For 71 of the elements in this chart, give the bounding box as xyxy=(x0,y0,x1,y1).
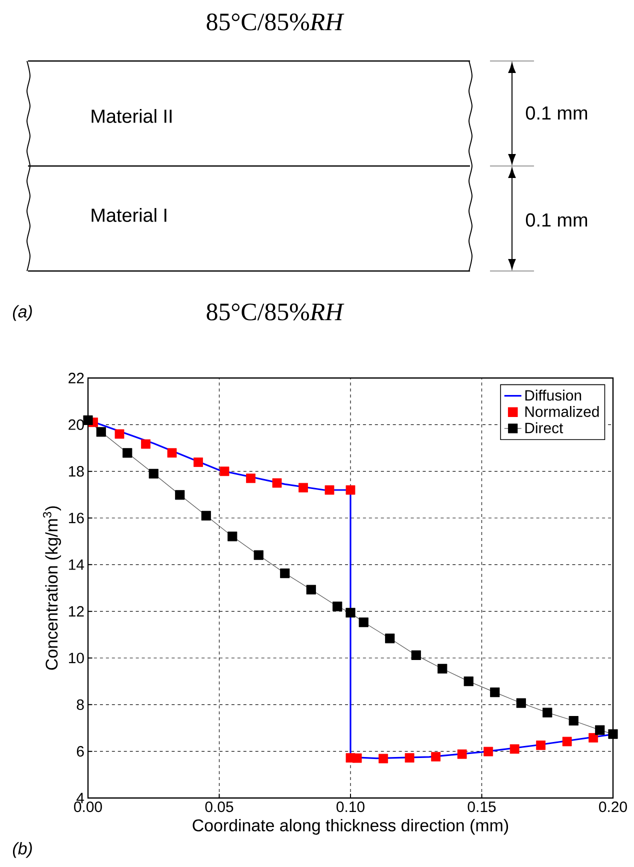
point xyxy=(536,740,546,750)
x-tick-label: 0.10 xyxy=(336,802,364,812)
text: Material II xyxy=(92,109,172,123)
point xyxy=(324,485,334,495)
text: 0.1 mm xyxy=(526,106,588,120)
text: Material I xyxy=(92,208,166,222)
point xyxy=(490,687,500,698)
point xyxy=(484,746,494,756)
point xyxy=(332,602,342,612)
y-tick-label: 8 xyxy=(76,699,84,710)
point xyxy=(194,458,203,467)
y-tick-label: 20 xyxy=(68,419,84,430)
point xyxy=(510,744,520,754)
point xyxy=(175,490,185,500)
point xyxy=(306,584,316,594)
text: 85°C/85%RH xyxy=(206,304,344,320)
point xyxy=(246,474,256,484)
point xyxy=(96,427,106,437)
point xyxy=(167,448,177,458)
point xyxy=(542,708,552,718)
point xyxy=(378,754,388,764)
legend-label: Normalized xyxy=(525,406,599,417)
point xyxy=(83,415,93,426)
point xyxy=(608,729,618,739)
point xyxy=(431,752,441,762)
x-tick-label: 0.15 xyxy=(468,802,496,812)
point xyxy=(516,698,526,708)
point xyxy=(595,725,605,735)
point xyxy=(404,753,414,763)
point xyxy=(254,550,264,560)
x-tick-label: 0.05 xyxy=(205,802,234,812)
legend-label: Direct xyxy=(525,422,564,434)
point xyxy=(568,716,578,726)
y-tick-label: 22 xyxy=(68,372,84,384)
point xyxy=(280,568,290,578)
point xyxy=(272,478,282,488)
legend-label: Diffusion xyxy=(525,390,582,401)
y-tick-label: 10 xyxy=(69,652,84,664)
point xyxy=(141,439,150,449)
text: 85°C/85%RH xyxy=(206,14,344,30)
x-tick-label: 0.00 xyxy=(74,802,102,812)
text: 0.1 mm xyxy=(526,213,588,227)
point xyxy=(148,468,158,478)
point xyxy=(352,753,362,763)
point xyxy=(114,429,124,439)
y-axis-title: Concentration (kg/m$^{3}$) xyxy=(42,506,62,670)
point xyxy=(201,510,211,520)
point xyxy=(298,482,308,492)
point xyxy=(464,676,474,686)
y-tick-label: 6 xyxy=(76,746,84,757)
point xyxy=(346,608,356,618)
text: (a) xyxy=(12,305,32,321)
point xyxy=(122,448,132,458)
x-axis-title: Coordinate along thickness direction (mm) xyxy=(192,818,508,835)
y-tick-label: 4 xyxy=(76,792,84,804)
y-tick-label: 18 xyxy=(69,466,84,477)
point xyxy=(411,650,421,660)
point xyxy=(220,466,230,476)
y-tick-label: 16 xyxy=(69,512,84,524)
point xyxy=(438,664,448,674)
point xyxy=(346,485,356,495)
point xyxy=(562,736,572,746)
point xyxy=(588,733,598,742)
x-tick-label: 0.20 xyxy=(599,802,627,812)
y-tick-label: 14 xyxy=(69,560,84,570)
text: (b) xyxy=(12,842,32,858)
point xyxy=(385,634,395,644)
y-tick-label: 12 xyxy=(69,606,84,617)
point xyxy=(358,617,368,628)
point xyxy=(457,749,467,759)
point xyxy=(228,532,238,542)
